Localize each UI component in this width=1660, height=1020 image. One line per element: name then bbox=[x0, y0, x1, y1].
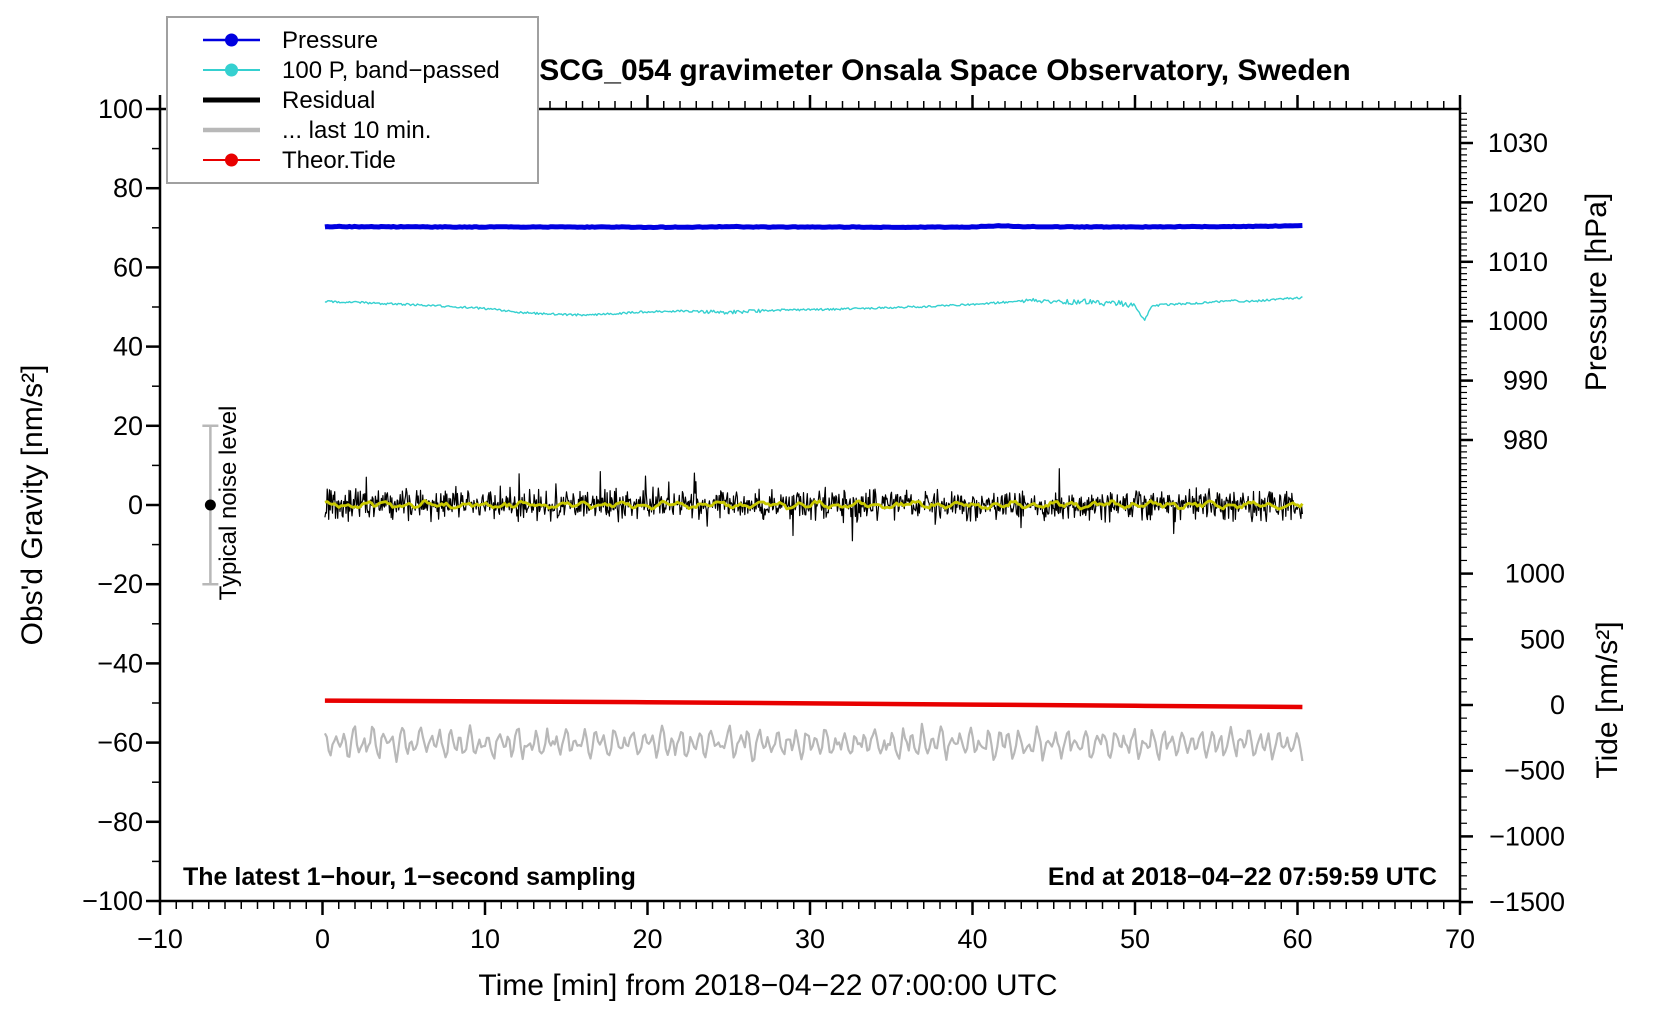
legend-item-4: ... last 10 min. bbox=[203, 117, 431, 144]
tick-label: −10 bbox=[137, 924, 183, 954]
tick-label: 60 bbox=[113, 252, 143, 282]
legend: Pressure 100 P, band−passed Residual ... la… bbox=[166, 16, 539, 184]
axis-tick-labels: −10 0 10 20 30 40 50 60 70100806040200−20−40−60−… bbox=[82, 94, 1565, 954]
tick-label: 0 bbox=[315, 924, 330, 954]
data-series bbox=[323, 223, 1304, 764]
tick-label: 50 bbox=[1120, 924, 1150, 954]
legend-item-2: 100 P, band−passed bbox=[203, 57, 500, 84]
tick-label: 100 bbox=[98, 94, 143, 124]
tick-label: −500 bbox=[1504, 756, 1565, 786]
tick-label: 80 bbox=[113, 173, 143, 203]
typical-noise-marker bbox=[202, 424, 219, 586]
tick-label: 1030 bbox=[1488, 128, 1548, 158]
legend-item-5: Theor.Tide bbox=[203, 147, 396, 174]
noise-level-label: Typical noise level bbox=[215, 406, 242, 601]
tick-label: 990 bbox=[1503, 366, 1548, 396]
tick-label: −80 bbox=[97, 807, 143, 837]
tick-label: 60 bbox=[1282, 924, 1312, 954]
sampling-note: The latest 1−hour, 1−second sampling bbox=[183, 863, 636, 891]
tick-label: −60 bbox=[97, 728, 143, 758]
tick-label: 40 bbox=[957, 924, 987, 954]
tick-label: 1020 bbox=[1488, 187, 1548, 217]
tick-label: −20 bbox=[97, 569, 143, 599]
x-axis-title: Time [min] from 2018−04−22 07:00:00 UTC bbox=[478, 969, 1057, 1002]
pressure-axis-title: Pressure [hPa] bbox=[1580, 193, 1613, 391]
end-time-note: End at 2018−04−22 07:59:59 UTC bbox=[1048, 863, 1437, 891]
legend-item-1: Pressure bbox=[203, 27, 378, 54]
tick-label: 980 bbox=[1503, 425, 1548, 455]
left-axis-title: Obs'd Gravity [nm/s²] bbox=[16, 365, 49, 646]
legend-label: Theor.Tide bbox=[282, 147, 396, 174]
tide-axis-title: Tide [nm/s²] bbox=[1591, 621, 1624, 778]
tick-label: 70 bbox=[1445, 924, 1475, 954]
tick-label: 500 bbox=[1520, 624, 1565, 654]
legend-item-3: Residual bbox=[203, 87, 375, 114]
tick-label: 1000 bbox=[1488, 306, 1548, 336]
tick-label: 1000 bbox=[1505, 559, 1565, 589]
legend-label: Pressure bbox=[282, 27, 378, 54]
tick-label: 20 bbox=[113, 411, 143, 441]
legend-label: 100 P, band−passed bbox=[282, 57, 500, 84]
tick-label: 0 bbox=[128, 490, 143, 520]
legend-label: Residual bbox=[282, 87, 375, 114]
tick-label: 0 bbox=[1550, 690, 1565, 720]
tick-label: 10 bbox=[470, 924, 500, 954]
chart-title: SCG_054 gravimeter Onsala Space Observat… bbox=[539, 54, 1351, 87]
tick-label: −100 bbox=[82, 886, 143, 916]
legend-label: ... last 10 min. bbox=[282, 117, 431, 144]
tick-label: −1000 bbox=[1489, 821, 1565, 851]
tick-label: −1500 bbox=[1489, 887, 1565, 917]
tick-label: 1010 bbox=[1488, 247, 1548, 277]
tick-label: 30 bbox=[795, 924, 825, 954]
tick-label: −40 bbox=[97, 648, 143, 678]
tick-label: 20 bbox=[632, 924, 662, 954]
tick-label: 40 bbox=[113, 332, 143, 362]
